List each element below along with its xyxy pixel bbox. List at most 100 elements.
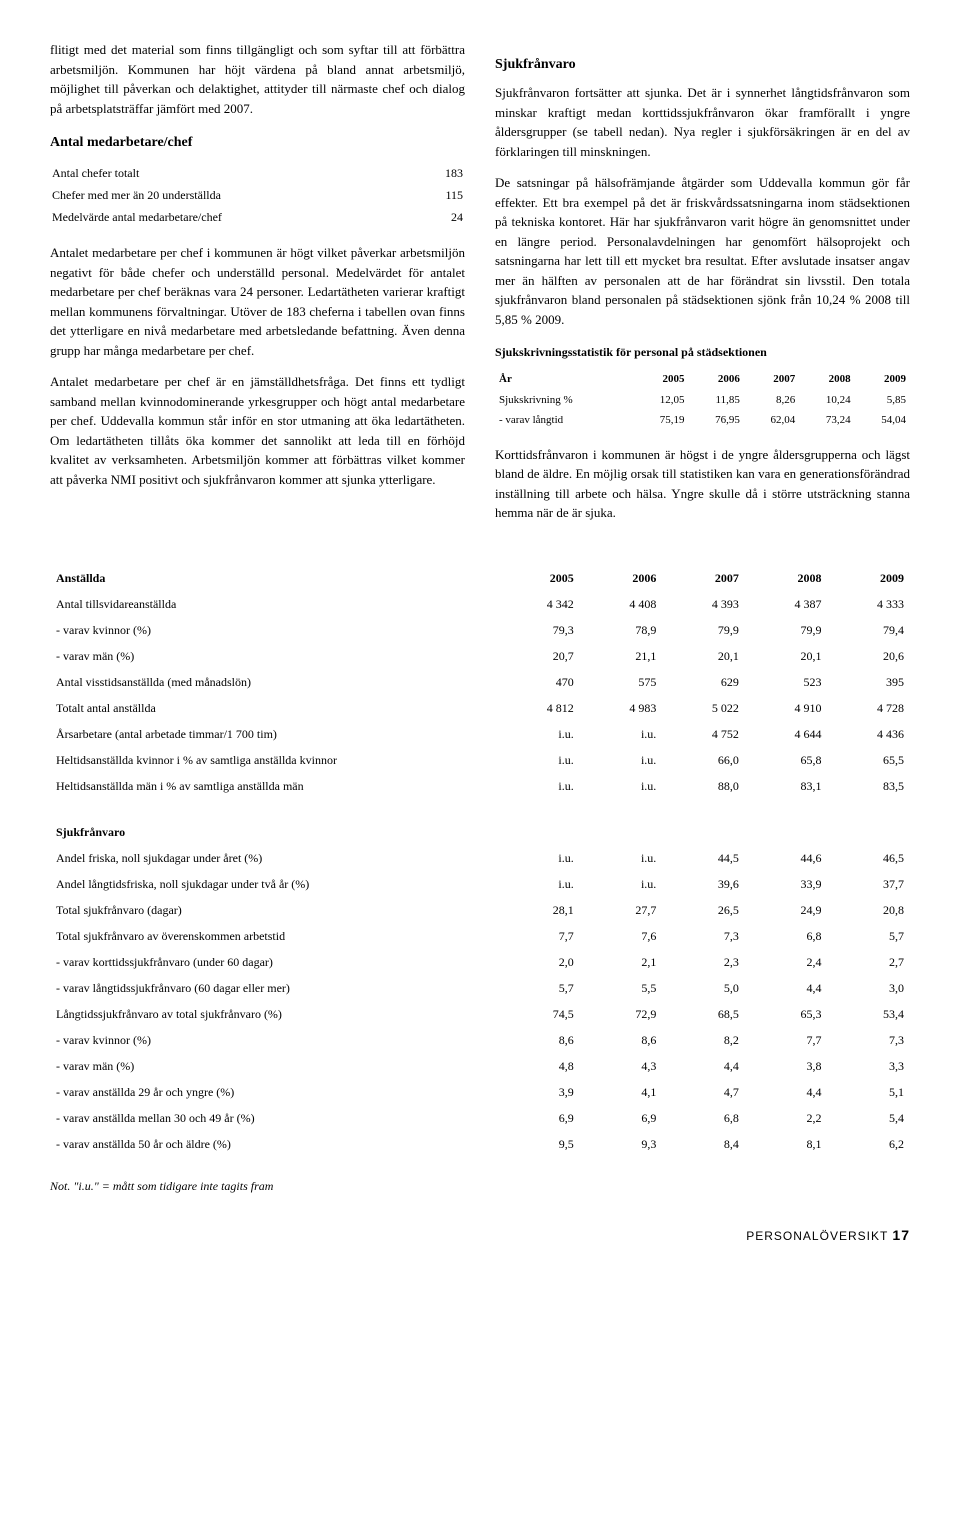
- sjukskrivning-stat-table: År20052006200720082009 Sjukskrivning %12…: [495, 369, 910, 431]
- table-cell: Total sjukfrånvaro av överenskommen arbe…: [50, 923, 497, 949]
- table-cell: 72,9: [580, 1001, 663, 1027]
- table-cell: Antal tillsvidareanställda: [50, 591, 497, 617]
- table-cell: 395: [827, 669, 910, 695]
- table-cell: 33,9: [745, 871, 828, 897]
- table-cell: Total sjukfrånvaro (dagar): [50, 897, 497, 923]
- table-cell: 4 436: [827, 721, 910, 747]
- table-cell: 28,1: [497, 897, 580, 923]
- table-cell: i.u.: [580, 845, 663, 871]
- table-cell: Heltidsanställda män i % av samtliga ans…: [50, 773, 497, 799]
- left-paragraph-3: Antalet medarbetare per chef är en jämst…: [50, 372, 465, 489]
- table-cell: 3,9: [497, 1079, 580, 1105]
- table-cell: - varav långtid: [495, 410, 633, 431]
- table-cell: 4 910: [745, 695, 828, 721]
- table-cell: - varav män (%): [50, 643, 497, 669]
- table-cell: 5,85: [855, 390, 910, 411]
- table-cell: 470: [497, 669, 580, 695]
- table-cell: 65,3: [745, 1001, 828, 1027]
- table-cell: Antal visstidsanställda (med månadslön): [50, 669, 497, 695]
- table-cell: 20,1: [745, 643, 828, 669]
- left-paragraph-1: flitigt med det material som finns tillg…: [50, 40, 465, 118]
- table-cell: 4 812: [497, 695, 580, 721]
- table-cell: 79,9: [662, 617, 745, 643]
- table-cell: 6,8: [745, 923, 828, 949]
- right-paragraph-1: Sjukfrånvaron fortsätter att sjunka. Det…: [495, 83, 910, 161]
- table-cell: 53,4: [827, 1001, 910, 1027]
- table-header: 2008: [799, 369, 854, 390]
- table-cell: i.u.: [497, 845, 580, 871]
- table-cell: 4,1: [580, 1079, 663, 1105]
- table-cell: Heltidsanställda kvinnor i % av samtliga…: [50, 747, 497, 773]
- table-cell: - varav anställda mellan 30 och 49 år (%…: [50, 1105, 497, 1131]
- page-footer: PERSONALÖVERSIKT 17: [50, 1225, 910, 1246]
- table-cell: 24,9: [745, 897, 828, 923]
- table-cell: 2,0: [497, 949, 580, 975]
- table-cell: 5,5: [580, 975, 663, 1001]
- table-cell: 5,0: [662, 975, 745, 1001]
- table-cell: 3,8: [745, 1053, 828, 1079]
- table-cell: 66,0: [662, 747, 745, 773]
- table-cell: 4 408: [580, 591, 663, 617]
- footer-label: PERSONALÖVERSIKT: [746, 1229, 888, 1243]
- anstallda-table: Anställda20052006200720082009 Antal till…: [50, 565, 910, 799]
- table-cell: 54,04: [855, 410, 910, 431]
- table-cell: 65,8: [745, 747, 828, 773]
- table-cell: 7,3: [662, 923, 745, 949]
- table-cell: 5,7: [497, 975, 580, 1001]
- two-column-body: flitigt med det material som finns tillg…: [50, 40, 910, 535]
- table-cell: 79,3: [497, 617, 580, 643]
- table-header: 2005: [497, 565, 580, 591]
- table-header: 2005: [633, 369, 688, 390]
- table-cell: - varav kvinnor (%): [50, 1027, 497, 1053]
- table-cell: 76,95: [688, 410, 743, 431]
- table-cell: - varav kvinnor (%): [50, 617, 497, 643]
- table-cell: 8,6: [580, 1027, 663, 1053]
- table-cell: 5,7: [827, 923, 910, 949]
- table-cell: 62,04: [744, 410, 799, 431]
- table-cell: Medelvärde antal medarbetare/chef: [52, 207, 422, 227]
- table-cell: 629: [662, 669, 745, 695]
- table-cell: 7,7: [745, 1027, 828, 1053]
- table-cell: 4,8: [497, 1053, 580, 1079]
- table-cell: i.u.: [580, 721, 663, 747]
- table-cell: i.u.: [580, 747, 663, 773]
- table-cell: 8,1: [745, 1131, 828, 1157]
- table-cell: 68,5: [662, 1001, 745, 1027]
- table-cell: 65,5: [827, 747, 910, 773]
- table-cell: 5 022: [662, 695, 745, 721]
- table-cell: 79,4: [827, 617, 910, 643]
- table-cell: 44,6: [745, 845, 828, 871]
- table-header: 2006: [580, 565, 663, 591]
- table-cell: 2,3: [662, 949, 745, 975]
- table-cell: 20,8: [827, 897, 910, 923]
- table-cell: 4 752: [662, 721, 745, 747]
- table-cell: 79,9: [745, 617, 828, 643]
- table-cell: 12,05: [633, 390, 688, 411]
- footer-page: 17: [892, 1227, 910, 1243]
- table-cell: 6,2: [827, 1131, 910, 1157]
- table-cell: 6,9: [580, 1105, 663, 1131]
- table-cell: - varav män (%): [50, 1053, 497, 1079]
- table-cell: 2,1: [580, 949, 663, 975]
- table-cell: 44,5: [662, 845, 745, 871]
- table-cell: 2,7: [827, 949, 910, 975]
- table-cell: 5,4: [827, 1105, 910, 1131]
- table-cell: 11,85: [688, 390, 743, 411]
- table-cell: i.u.: [497, 721, 580, 747]
- table-cell: 3,3: [827, 1053, 910, 1079]
- table-cell: 4,4: [745, 975, 828, 1001]
- table-cell: - varav anställda 29 år och yngre (%): [50, 1079, 497, 1105]
- table-header: 2009: [855, 369, 910, 390]
- table-cell: 4 393: [662, 591, 745, 617]
- table-cell: 9,3: [580, 1131, 663, 1157]
- table-cell: 3,0: [827, 975, 910, 1001]
- table-cell: 4 333: [827, 591, 910, 617]
- table-cell: 4,4: [745, 1079, 828, 1105]
- left-column: flitigt med det material som finns tillg…: [50, 40, 465, 535]
- right-heading-sjukfranvaro: Sjukfrånvaro: [495, 54, 910, 75]
- table-cell: 4,3: [580, 1053, 663, 1079]
- table-cell: Sjukskrivning %: [495, 390, 633, 411]
- table-cell: 20,6: [827, 643, 910, 669]
- table-cell: 575: [580, 669, 663, 695]
- right-heading-stats: Sjukskrivningsstatistik för personal på …: [495, 343, 910, 361]
